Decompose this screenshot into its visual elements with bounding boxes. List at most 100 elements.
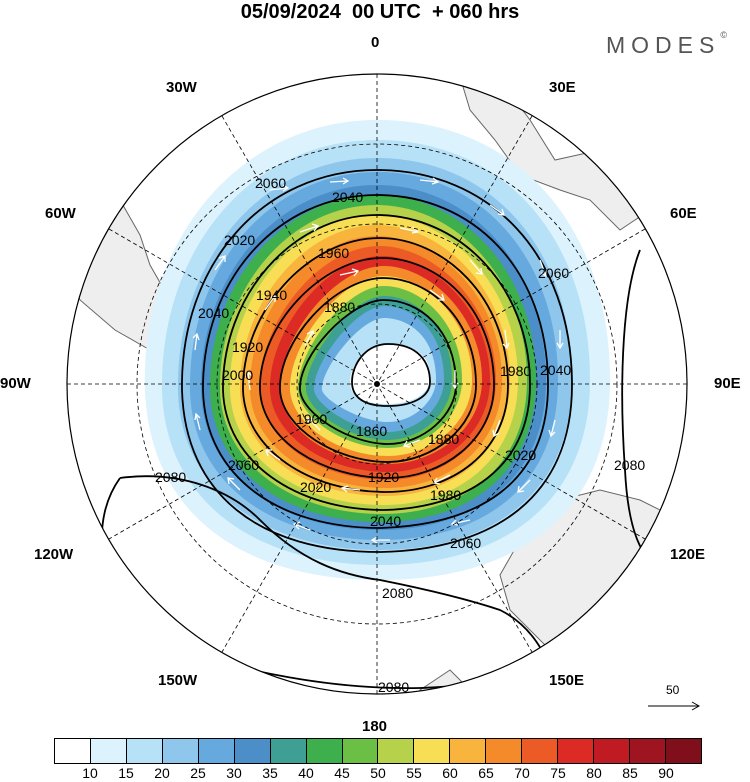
colorbar-swatch <box>342 739 379 763</box>
lon-label-30e: 30E <box>549 79 576 96</box>
reference-vector-label: 50 <box>666 683 680 697</box>
colorbar-tick-label: 30 <box>226 765 242 781</box>
lon-label-60w: 60W <box>45 205 76 222</box>
colorbar-tick-label: 60 <box>442 765 458 781</box>
height-contours <box>101 169 671 691</box>
wind-arrow <box>265 449 281 461</box>
brand-copyright: © <box>720 30 727 40</box>
contour-1960 <box>259 257 495 479</box>
contour-label: 1900 <box>296 411 327 427</box>
colorbar-swatch <box>55 739 91 763</box>
colorbar-swatch <box>594 739 630 763</box>
wind-arrow <box>299 223 320 233</box>
wind-arrow <box>517 479 531 493</box>
contour-1860 <box>351 343 431 407</box>
wind-arrow <box>292 521 311 531</box>
wind-arrow <box>214 255 226 271</box>
contour-label: 1980 <box>500 363 531 379</box>
map-disk <box>67 74 687 694</box>
wind-arrow <box>429 289 445 301</box>
wind-arrow <box>264 295 276 311</box>
colorbar-tick-label: 90 <box>658 765 674 781</box>
colorbar-tick-label: 75 <box>550 765 566 781</box>
wind-arrow <box>192 332 200 351</box>
wind-arrow <box>245 370 253 391</box>
colorbar-ticks: 10 15 20 25 30 35 40 45 50 55 60 65 70 75 80 85 90 <box>54 765 702 782</box>
contour-label: 2080 <box>378 679 409 695</box>
contour-1880 <box>299 299 457 445</box>
wind-arrow <box>329 177 350 185</box>
contour-label: 2000 <box>222 367 253 383</box>
band-core-10 <box>350 345 431 404</box>
contour-2040 <box>202 194 549 529</box>
colorbar-tick-label: 50 <box>370 765 386 781</box>
contour-label: 1980 <box>430 487 461 503</box>
contour-label: 2080 <box>155 469 186 485</box>
contour-label: 1920 <box>368 469 399 485</box>
lon-label-30w: 30W <box>166 79 197 96</box>
contour-label: 1940 <box>256 287 287 303</box>
colorbar-swatch <box>270 739 307 763</box>
colorbar-swatch <box>450 739 487 763</box>
colorbar-tick-label: 80 <box>586 765 602 781</box>
colorbar-tick-label: 70 <box>514 765 530 781</box>
lon-label-90e: 90E <box>714 375 741 392</box>
lon-label-120w: 120W <box>34 546 74 563</box>
lon-label-90w: 90W <box>0 375 31 392</box>
contour-label: 2080 <box>382 585 413 601</box>
lon-label-0: 0 <box>371 34 380 51</box>
colorbar-swatch <box>198 739 235 763</box>
africa-land <box>454 74 651 231</box>
contour-label: 2060 <box>228 457 259 473</box>
contour-label: 2040 <box>540 362 571 378</box>
colorbar-tick-label: 20 <box>154 765 170 781</box>
colorbar-swatch <box>378 739 415 763</box>
map-boundary <box>66 73 688 695</box>
brand-name: MODES <box>606 32 721 58</box>
colorbar-swatch <box>665 739 701 763</box>
wind-arrow <box>492 419 501 438</box>
colorbar-tick-label: 65 <box>478 765 494 781</box>
contour-2060 <box>181 169 573 553</box>
contour-label: 1860 <box>356 423 387 439</box>
reference-vector-head <box>691 701 701 711</box>
colorbar-swatch <box>234 739 271 763</box>
contour-label: 2020 <box>224 232 255 248</box>
lon-label-60e: 60E <box>670 205 697 222</box>
latitude-circle <box>296 303 458 465</box>
wind-arrow <box>502 329 510 350</box>
contour-label: 2060 <box>450 535 481 551</box>
contour-label: 1880 <box>428 431 459 447</box>
colorbar-tick-label: 45 <box>334 765 350 781</box>
colorbar-tick-label: 35 <box>262 765 278 781</box>
wind-arrow <box>194 412 201 431</box>
wind-arrow <box>489 204 505 216</box>
wind-arrow <box>269 184 290 192</box>
contour-labels: 2060 2040 2020 1960 1940 1920 1880 1860 … <box>155 175 645 695</box>
colorbar-swatch <box>306 739 343 763</box>
colorbar-swatch <box>126 739 163 763</box>
colorbar-tick-label: 55 <box>406 765 422 781</box>
contour-label: 2080 <box>614 457 645 473</box>
wind-speed-shading <box>144 120 610 580</box>
lon-label-120e: 120E <box>670 546 706 563</box>
contour-label: 2040 <box>198 305 229 321</box>
lon-label-150e: 150E <box>549 672 585 689</box>
wind-arrow <box>539 259 548 278</box>
contour-label: 1920 <box>232 339 263 355</box>
wind-arrow <box>469 259 483 275</box>
wind-arrow <box>227 477 241 491</box>
colorbar-tick-label: 15 <box>118 765 134 781</box>
map-title: 05/09/2024 00 UTC + 060 hrs <box>240 1 520 23</box>
contour-label: 2020 <box>505 447 536 463</box>
wind-arrow <box>339 268 360 277</box>
wind-vectors <box>192 177 564 544</box>
lon-label-180: 180 <box>362 718 388 735</box>
brand-logo: MODES© <box>606 30 727 59</box>
wind-arrow <box>307 417 321 431</box>
contour-label: 1880 <box>324 299 355 315</box>
contour-label: 1960 <box>318 245 349 261</box>
colorbar <box>54 738 702 764</box>
colorbar-swatch <box>414 739 451 763</box>
